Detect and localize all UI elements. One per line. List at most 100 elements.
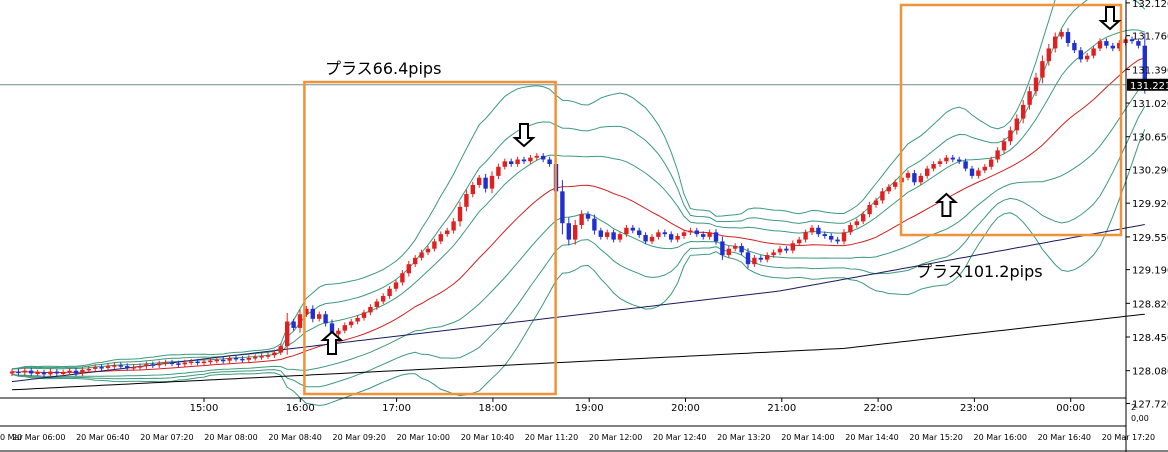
candle [1059, 29, 1064, 40]
candle [387, 286, 392, 299]
sub-window-tick-label: 0,00 [1131, 414, 1149, 423]
date-tick-label: 20 Mar 17:20 [1102, 433, 1155, 442]
candle [144, 361, 149, 369]
date-tick-label: 20 Mar 06:40 [76, 433, 129, 442]
candle [592, 214, 597, 235]
candle [886, 184, 891, 195]
date-tick-label: 20 Mar 09:20 [333, 433, 386, 442]
candle [528, 154, 533, 165]
date-tick-label: 0 Mar [0, 433, 23, 442]
candle [413, 255, 418, 267]
date-tick-label: 20 Mar 16:00 [974, 433, 1027, 442]
candle [9, 368, 15, 377]
hour-tick-label: 23:00 [960, 403, 989, 414]
candle [822, 231, 827, 239]
candle [662, 229, 667, 237]
hour-tick-label: 22:00 [864, 403, 893, 414]
candle [656, 229, 661, 240]
candle [393, 279, 399, 292]
lower-band [11, 83, 1146, 377]
candle [502, 158, 507, 170]
price-tick-label: 132.120 [1132, 0, 1168, 10]
candle [118, 362, 123, 369]
candle [489, 171, 495, 194]
candle [304, 306, 309, 317]
candle [1085, 52, 1090, 63]
candle [169, 359, 175, 367]
date-tick-label: 20 Mar 11:20 [525, 433, 578, 442]
candle [208, 357, 213, 365]
candle [816, 225, 821, 237]
candles [9, 28, 1147, 378]
candle [809, 225, 815, 236]
candle [29, 367, 34, 377]
candle [291, 318, 296, 331]
candle [688, 227, 693, 236]
candle [784, 245, 789, 254]
candle [1117, 40, 1122, 52]
candle [457, 201, 463, 227]
candle [950, 154, 955, 163]
hour-tick-label: 15:00 [190, 403, 219, 414]
candle [221, 357, 226, 364]
hour-axis: 15:00 16:00 17:00 18:00 19:00 20:00 21:00 22:00… [190, 398, 1085, 414]
candle [643, 232, 648, 245]
candle [905, 170, 911, 181]
candle [707, 229, 712, 240]
highlight-box-2 [899, 3, 1123, 237]
arrow-up-icon [934, 192, 959, 217]
candle [189, 358, 194, 366]
date-tick-label: 20 Mar 14:00 [781, 433, 834, 442]
upper-band [12, 29, 1145, 370]
candle [509, 158, 514, 167]
candle [35, 369, 40, 377]
candle [195, 358, 200, 366]
candle [73, 367, 79, 377]
candle [336, 327, 341, 338]
arrow-down-icon [1098, 6, 1122, 31]
candle [541, 153, 546, 163]
candle [93, 364, 98, 372]
candle [112, 362, 117, 369]
candle [573, 219, 578, 245]
candle [105, 363, 111, 371]
candle [867, 201, 872, 218]
candle [1097, 38, 1103, 52]
candle [611, 229, 616, 243]
candle [944, 154, 949, 165]
sub-window-tick-label: 2 [1131, 403, 1136, 412]
candle [355, 315, 360, 325]
arrow-down-icon [512, 123, 536, 148]
candle [566, 217, 571, 246]
candle [349, 318, 354, 328]
price-tick-label: 129.550 [1132, 233, 1168, 244]
candle [1027, 86, 1032, 110]
candle [765, 252, 770, 263]
candle [157, 360, 162, 368]
candle [726, 245, 731, 258]
arrows [320, 6, 1122, 355]
candle [176, 360, 181, 368]
price-tick-label: 129.920 [1132, 199, 1168, 210]
candle [131, 364, 136, 371]
date-tick-label: 20 Mar 12:40 [653, 433, 706, 442]
date-tick-label: 20 Mar 16:40 [1038, 433, 1091, 442]
date-tick-label: 20 Mar 15:20 [909, 433, 962, 442]
candle [227, 355, 232, 364]
candle [893, 179, 898, 190]
candle [880, 188, 885, 204]
hour-tick-label: 21:00 [767, 403, 796, 414]
candle [1129, 36, 1135, 44]
candle [310, 305, 315, 323]
candle [771, 249, 776, 258]
price-tick-label: 129.190 [1132, 266, 1168, 277]
lower-band [11, 129, 1146, 407]
candle [579, 210, 584, 229]
candle [547, 156, 552, 167]
date-tick-label: 20 Mar 08:40 [268, 433, 321, 442]
candle [835, 236, 840, 245]
candle [432, 238, 437, 252]
candle [803, 229, 808, 243]
date-tick-label: 20 Mar 10:40 [461, 433, 514, 442]
price-axis: 132.120 131.760 131.390 131.020 130.650 130.2… [1126, 0, 1168, 410]
